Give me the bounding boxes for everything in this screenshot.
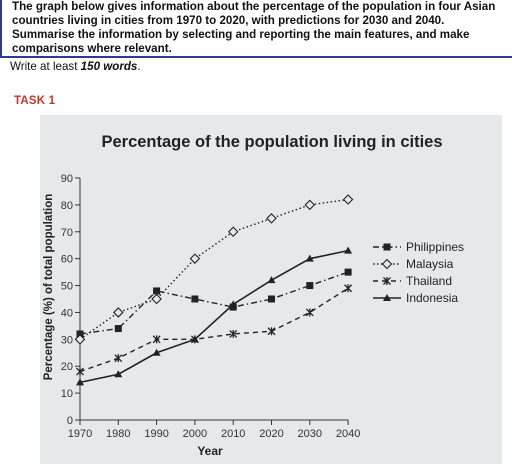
data-point-star — [305, 308, 314, 317]
y-tick-label: 40 — [61, 307, 73, 319]
line-chart: Percentage of the population living in c… — [43, 133, 464, 458]
task-label: TASK 1 — [14, 95, 56, 107]
y-axis-label: Percentage (%) of total population — [43, 194, 55, 381]
legend-label: Malaysia — [406, 257, 454, 271]
series-philippines — [76, 268, 352, 338]
prompt-line-1: The graph below gives information about … — [12, 0, 496, 13]
word-requirement: Write at least 150 words. — [10, 60, 141, 73]
legend-label: Indonesia — [406, 291, 458, 305]
data-point-square — [191, 295, 199, 303]
data-point-star — [344, 284, 353, 293]
data-point-triangle — [305, 254, 314, 262]
legend-item-indonesia: Indonesia — [373, 291, 458, 305]
legend-item-malaysia: Malaysia — [373, 257, 454, 271]
x-tick-label: 2010 — [221, 428, 245, 440]
data-point-square — [306, 282, 314, 290]
data-point-square — [383, 243, 391, 251]
legend-label: Thailand — [406, 274, 452, 288]
data-point-star — [267, 327, 276, 336]
data-point-star — [76, 367, 84, 376]
data-point-diamond — [381, 258, 393, 270]
data-point-triangle — [229, 300, 238, 308]
word-count: 150 words — [80, 60, 138, 73]
data-point-triangle — [267, 276, 276, 284]
data-point-triangle — [152, 348, 161, 356]
legend-item-philippines: Philippines — [373, 240, 464, 254]
data-point-square — [76, 330, 84, 338]
y-tick-label: 20 — [61, 361, 73, 373]
data-point-triangle — [383, 294, 391, 301]
data-point-triangle — [344, 246, 353, 254]
data-point-square — [344, 268, 352, 276]
chart-series — [74, 194, 354, 386]
legend-label: Philippines — [406, 240, 464, 254]
data-point-triangle — [76, 378, 84, 386]
data-point-star — [114, 354, 123, 363]
prompt-line-2: countries living in cities from 1970 to … — [12, 14, 445, 27]
y-tick-label: 90 — [61, 173, 73, 185]
series-line — [79, 271, 349, 335]
word-requirement-prefix: Write at least — [10, 60, 81, 73]
x-tick-label: 2020 — [259, 428, 283, 440]
data-point-diamond — [74, 334, 86, 345]
word-requirement-suffix: . — [137, 60, 141, 73]
data-point-square — [268, 295, 275, 303]
y-tick-label: 80 — [61, 200, 73, 212]
x-tick-label: 2040 — [336, 428, 360, 440]
data-point-diamond — [151, 293, 162, 305]
data-point-star — [152, 335, 161, 344]
series-line — [79, 198, 349, 340]
data-point-square — [114, 325, 122, 333]
series-malaysia — [74, 194, 354, 345]
chart-title: Percentage of the population living in c… — [101, 133, 442, 151]
data-point-diamond — [113, 307, 124, 318]
prompt-line-4: comparisons where relevant. — [12, 42, 172, 55]
y-tick-label: 30 — [61, 334, 73, 346]
series-indonesia — [76, 246, 353, 386]
data-point-triangle — [190, 335, 199, 343]
y-tick-label: 0 — [67, 415, 73, 427]
prompt-line-3: Summarise the information by selecting a… — [12, 28, 470, 41]
x-tick-label: 1980 — [106, 428, 130, 440]
series-thailand — [76, 284, 353, 376]
y-tick-label: 60 — [61, 254, 73, 266]
data-point-square — [153, 287, 161, 295]
series-line — [79, 287, 349, 373]
y-tick-label: 70 — [61, 227, 73, 239]
data-point-star — [229, 329, 238, 338]
series-line — [79, 249, 349, 384]
data-point-diamond — [304, 199, 316, 211]
x-axis-label: Year — [197, 444, 223, 458]
y-tick-label: 10 — [61, 388, 73, 400]
data-point-diamond — [227, 226, 239, 238]
x-tick-label: 1990 — [144, 428, 168, 440]
x-tick-label: 2030 — [298, 428, 322, 440]
y-tick-label: 50 — [61, 281, 73, 293]
data-point-star — [383, 277, 391, 285]
task-prompt: The graph below gives information about … — [0, 0, 512, 58]
chart-legend: Philippines Malaysia Thailand Indonesia — [373, 240, 464, 305]
x-tick-label: 1970 — [68, 428, 92, 440]
data-point-diamond — [342, 194, 354, 205]
data-point-diamond — [266, 213, 277, 224]
chart-panel: Percentage of the population living in c… — [40, 115, 502, 464]
data-point-diamond — [189, 253, 201, 264]
legend-item-thailand: Thailand — [373, 274, 452, 288]
data-point-triangle — [114, 370, 123, 378]
x-tick-label: 2000 — [183, 428, 207, 440]
